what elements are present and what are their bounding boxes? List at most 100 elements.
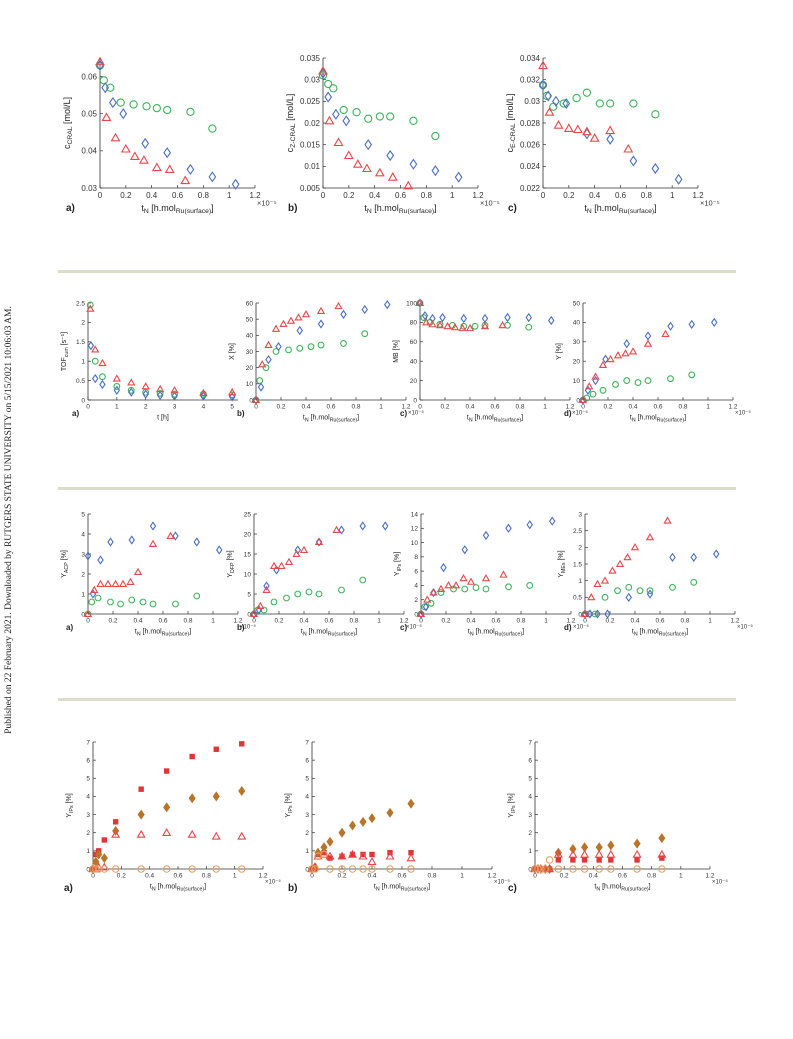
data-point — [103, 579, 113, 587]
y-tick-label: 40 — [246, 333, 254, 340]
y-label-sub: IPs — [397, 564, 403, 572]
y-tick-label: 40 — [573, 320, 581, 327]
x-tick-label: 0 — [86, 404, 90, 411]
data-point — [593, 579, 602, 587]
y-tick-label: 0.5 — [573, 595, 582, 602]
data-point — [171, 390, 178, 398]
data-point — [555, 857, 562, 863]
y-tick-label: 0 — [81, 611, 85, 618]
separator-2 — [58, 487, 736, 490]
data-point — [100, 865, 109, 873]
y-tick-label: 7 — [86, 739, 90, 746]
x-label-sub: N — [587, 208, 592, 215]
data-point — [99, 76, 109, 85]
data-point — [317, 319, 325, 329]
data-point — [435, 321, 445, 329]
data-point — [569, 844, 577, 855]
data-point — [128, 535, 135, 545]
data-point — [614, 587, 621, 595]
x-label-end: ] — [686, 629, 688, 636]
data-point — [674, 173, 683, 185]
y-tick-label: 0.03 — [304, 75, 320, 84]
data-point — [407, 865, 415, 873]
data-point — [359, 816, 367, 827]
data-point — [270, 598, 278, 606]
data-point — [91, 357, 99, 365]
data-point — [568, 849, 578, 858]
x-tick-label: 0.6 — [158, 618, 167, 625]
data-point — [636, 587, 644, 595]
series-4 — [531, 856, 666, 873]
y-tick-label: 2.5 — [573, 528, 582, 535]
data-point — [436, 584, 446, 592]
x-tick-label: 0.6 — [173, 873, 182, 880]
x-tick-label: 0.6 — [491, 618, 500, 625]
data-point — [406, 853, 416, 862]
y-label-main: c — [285, 147, 295, 152]
series-1 — [95, 61, 217, 133]
x-tick-label: 0.8 — [427, 873, 436, 880]
data-point — [658, 833, 666, 844]
data-point — [525, 312, 532, 323]
y-label-rest: [%] — [285, 793, 292, 805]
y-label-rest: [%] — [66, 793, 73, 805]
x-tick-label: 0.4 — [301, 404, 310, 411]
data-point — [95, 56, 105, 66]
data-point — [333, 137, 344, 147]
y-label-sub: CRAL — [67, 126, 74, 144]
data-point — [284, 557, 294, 565]
x-label-main: t — [301, 629, 303, 636]
data-point — [216, 545, 223, 555]
y-tick-label: 50 — [246, 316, 254, 323]
x-tick-label: 0 — [252, 618, 256, 625]
x-tick-label: 1 — [211, 618, 215, 625]
x-exponent: ×10⁻⁵ — [480, 199, 500, 208]
data-point — [120, 143, 131, 153]
data-point — [615, 559, 625, 567]
data-point — [386, 112, 395, 121]
data-point — [101, 837, 108, 843]
x-tick-label: 0.4 — [146, 191, 158, 200]
data-point — [149, 521, 157, 531]
y-label-sub: IPs — [69, 805, 75, 813]
data-point — [347, 849, 358, 858]
data-point — [544, 90, 553, 102]
data-point — [127, 378, 136, 386]
data-point — [465, 323, 475, 332]
series-3 — [580, 516, 672, 617]
series-1 — [84, 592, 201, 618]
data-point — [317, 341, 325, 349]
data-point — [325, 851, 335, 860]
data-point — [504, 312, 511, 323]
data-point — [229, 392, 236, 402]
x-label-main: t [h] — [157, 415, 169, 422]
data-point — [592, 375, 599, 386]
data-point — [231, 178, 240, 190]
data-point — [526, 581, 534, 589]
data-point — [589, 133, 600, 142]
x-tick-label: 0 — [533, 873, 537, 880]
x-label-main: t — [303, 415, 305, 422]
x-tick-label: 1 — [233, 873, 237, 880]
data-point — [332, 108, 340, 120]
y-tick-label: 4 — [81, 531, 85, 538]
panel-label: b) — [288, 203, 297, 214]
data-point — [172, 531, 179, 541]
x-label-rest: [h.mol — [473, 415, 494, 422]
data-point — [119, 108, 128, 120]
data-point — [315, 590, 323, 598]
y-label-main: X [%] — [229, 343, 236, 360]
data-point — [608, 566, 617, 574]
data-point — [633, 838, 641, 849]
x-tick-label: 0.4 — [466, 618, 475, 625]
series-2 — [319, 67, 463, 183]
y-axis-label: TOFcum [s⁻¹] — [61, 332, 70, 371]
x-tick-label: 0.8 — [198, 191, 210, 200]
y-tick-label: 5 — [305, 776, 309, 783]
data-point — [586, 609, 594, 619]
x-label-sub2: Ru(surface) — [399, 208, 434, 215]
data-point — [129, 100, 138, 109]
y-tick-label: 0 — [305, 866, 309, 873]
data-point — [277, 561, 286, 569]
